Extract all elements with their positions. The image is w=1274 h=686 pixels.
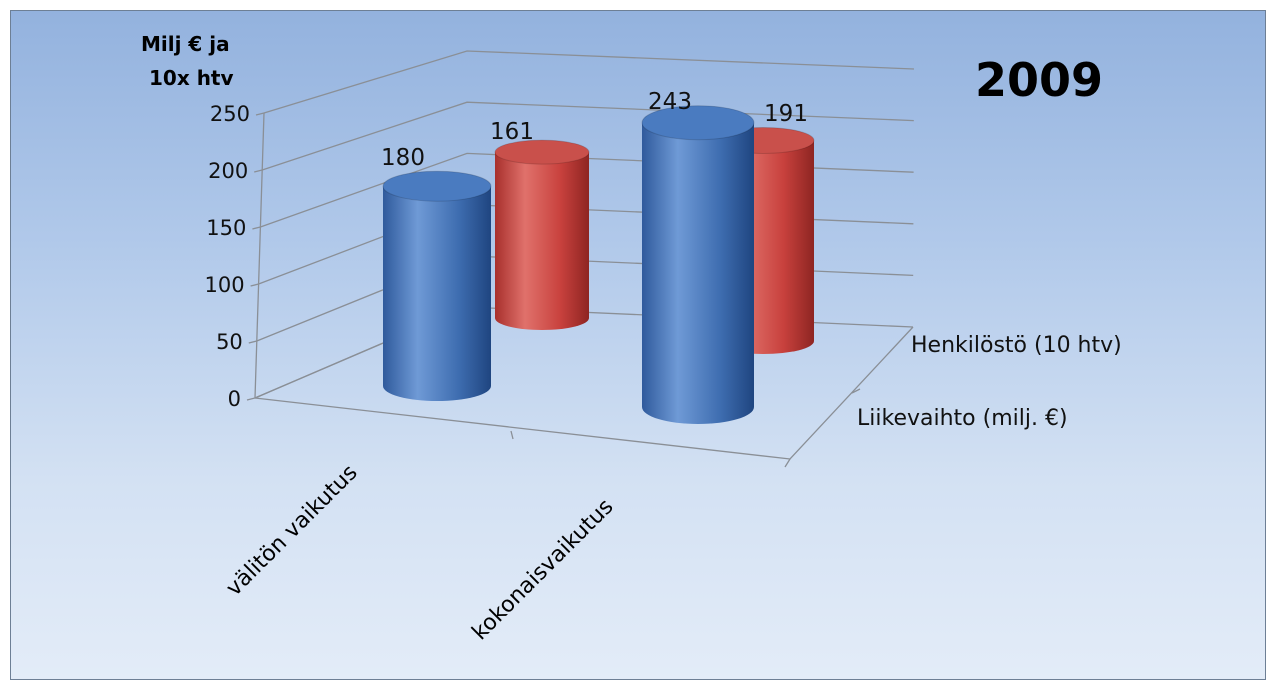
data-label-henkilosto-valiton: 161	[490, 119, 534, 145]
bar-liikevaihto-0	[382, 170, 492, 401]
y-tick-label: 100	[205, 273, 245, 297]
y-tick-label: 200	[208, 159, 248, 183]
data-label-liikevaihto-valiton: 180	[381, 145, 425, 171]
data-label-liikevaihto-kokonais: 243	[648, 89, 692, 115]
x-tick-mark	[784, 458, 791, 468]
y-tick-mark	[255, 112, 265, 116]
bar-body	[495, 152, 589, 330]
y-tick-label: 0	[228, 387, 241, 411]
x-tick-mark	[510, 430, 514, 440]
category-label-valiton: välitön vaikutus	[222, 460, 363, 601]
y-tick-mark	[248, 340, 257, 344]
series-label-henkilosto: Henkilöstö (10 htv)	[911, 333, 1122, 358]
y-tick-label: 150	[206, 216, 246, 240]
bar-henkilosto-0	[494, 139, 590, 330]
y-tick-labels: 0 50 100 150 200 250	[205, 102, 250, 411]
bar-top	[641, 105, 755, 141]
y-axis-label-line1: Milj € ja	[141, 32, 230, 56]
gridline	[263, 50, 915, 114]
depth-tick-mark	[851, 388, 861, 394]
chart-title: 2009	[975, 53, 1103, 107]
data-label-henkilosto-kokonais: 191	[764, 101, 808, 127]
y-tick-label: 50	[216, 330, 243, 354]
chart-svg: Milj € ja 10x htv 2009 0 50 100 150 200 250 1…	[141, 32, 1122, 645]
y-tick-mark	[250, 283, 259, 287]
series-label-liikevaihto: Liikevaihto (milj. €)	[857, 406, 1068, 431]
y-axis-line	[254, 112, 265, 399]
y-tick-mark	[246, 397, 256, 401]
y-tick-mark	[252, 226, 261, 230]
bar-liikevaihto-1	[641, 105, 755, 424]
bar-body	[383, 186, 491, 401]
chart-area: Milj € ja 10x htv 2009 0 50 100 150 200 250 1…	[10, 10, 1266, 680]
bars	[382, 105, 815, 424]
bar-top	[382, 170, 492, 202]
gridline	[261, 101, 914, 171]
y-tick-mark	[254, 169, 263, 173]
bar-top	[494, 139, 590, 165]
category-label-kokonais: kokonaisvaikutus	[468, 494, 619, 645]
y-axis-label-line2: 10x htv	[149, 66, 234, 90]
floor-edge	[254, 326, 914, 460]
bar-body	[642, 122, 754, 424]
y-tick-label: 250	[210, 102, 250, 126]
